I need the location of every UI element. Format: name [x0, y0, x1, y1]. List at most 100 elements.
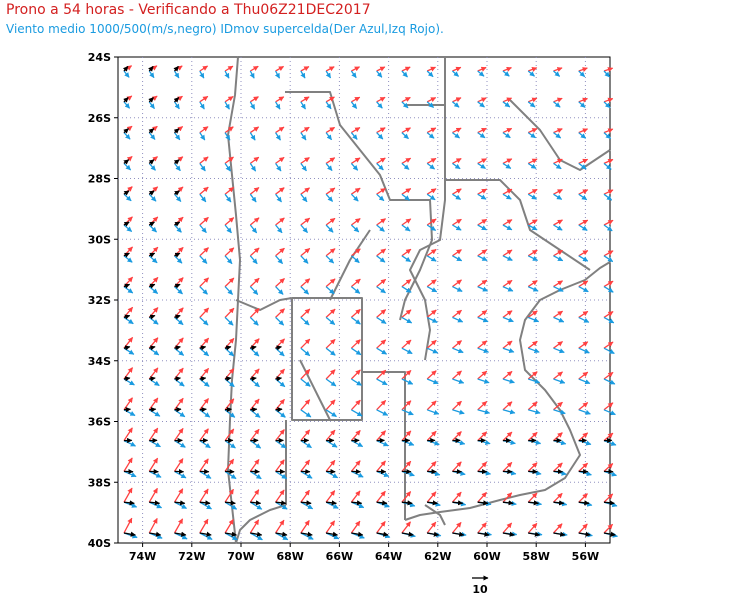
left-mover-vector: [552, 523, 563, 534]
right-mover-vector: [249, 501, 263, 510]
lat-tick-label: 38S: [88, 476, 111, 489]
right-mover-vector: [376, 409, 389, 416]
right-mover-vector: [452, 224, 462, 231]
right-mover-vector: [249, 163, 257, 172]
reference-vector: 10: [472, 575, 489, 596]
left-mover-vector: [401, 521, 412, 534]
right-mover-vector: [148, 132, 156, 140]
left-mover-vector: [452, 188, 462, 195]
right-mover-vector: [275, 101, 281, 110]
mean-wind-vector: [173, 97, 180, 103]
right-mover-vector: [351, 347, 362, 356]
left-mover-vector: [603, 67, 614, 73]
right-mover-vector: [553, 70, 561, 77]
mean-wind-vector: [123, 283, 131, 289]
left-mover-vector: [300, 489, 310, 503]
right-mover-vector: [426, 347, 439, 354]
right-mover-vector: [502, 162, 512, 169]
right-mover-vector: [376, 162, 384, 171]
left-mover-vector: [376, 248, 387, 257]
left-mover-vector: [578, 310, 589, 318]
right-mover-vector: [199, 70, 205, 79]
right-mover-vector: [603, 224, 613, 232]
left-mover-vector: [300, 338, 311, 349]
right-mover-vector: [376, 70, 383, 78]
right-mover-vector: [325, 347, 336, 356]
mean-wind-vector: [149, 500, 161, 506]
left-mover-vector: [249, 247, 260, 257]
right-mover-vector: [527, 316, 540, 323]
mean-wind-vector: [250, 531, 263, 537]
right-mover-vector: [578, 378, 591, 385]
left-mover-vector: [527, 249, 538, 257]
right-mover-vector: [350, 286, 361, 294]
right-mover-vector: [426, 286, 438, 293]
right-mover-vector: [249, 70, 255, 79]
left-mover-vector: [477, 340, 488, 349]
left-mover-vector: [376, 369, 387, 380]
wind-vectors: [122, 65, 618, 541]
mean-wind-vector: [174, 500, 186, 506]
left-mover-vector: [553, 128, 563, 134]
right-mover-vector: [527, 347, 540, 354]
mean-wind-vector: [275, 345, 282, 351]
right-mover-vector: [603, 316, 615, 324]
left-mover-vector: [351, 126, 361, 134]
left-mover-vector: [426, 279, 437, 288]
right-mover-vector: [350, 316, 361, 325]
right-mover-vector: [275, 224, 283, 234]
right-mover-vector: [300, 286, 310, 295]
left-mover-vector: [578, 402, 589, 411]
mean-wind-vector: [250, 407, 258, 413]
right-mover-vector: [300, 378, 311, 387]
right-mover-vector: [275, 286, 284, 295]
mean-wind-vector: [149, 531, 162, 537]
left-mover-vector: [527, 219, 538, 226]
left-mover-vector: [300, 247, 311, 257]
left-mover-vector: [477, 127, 487, 134]
left-mover-vector: [224, 156, 234, 164]
right-mover-vector: [174, 440, 186, 448]
left-mover-vector: [199, 398, 210, 411]
right-mover-vector: [452, 286, 463, 292]
left-mover-vector: [224, 458, 235, 472]
right-mover-vector: [350, 224, 360, 233]
left-mover-vector: [300, 308, 311, 318]
mean-wind-vector: [174, 531, 187, 537]
left-mover-vector: [249, 519, 260, 534]
left-mover-vector: [502, 310, 513, 318]
right-mover-vector: [426, 70, 434, 78]
mean-wind-vector: [224, 407, 233, 413]
left-mover-vector: [325, 459, 336, 472]
lon-tick-label: 66W: [326, 550, 353, 563]
right-mover-vector: [300, 101, 306, 110]
right-mover-vector: [401, 162, 410, 170]
left-mover-vector: [477, 461, 488, 472]
mean-wind-vector: [123, 345, 131, 351]
left-mover-vector: [249, 489, 260, 503]
right-mover-vector: [300, 440, 312, 449]
left-mover-vector: [603, 219, 614, 226]
left-mover-vector: [325, 490, 336, 503]
left-mover-vector: [224, 65, 234, 72]
left-mover-vector: [325, 308, 336, 318]
left-mover-vector: [426, 521, 437, 534]
right-mover-vector: [300, 470, 313, 479]
left-mover-vector: [376, 460, 386, 472]
left-mover-vector: [502, 66, 512, 72]
left-mover-vector: [553, 371, 563, 380]
right-mover-vector: [502, 132, 511, 139]
left-mover-vector: [249, 156, 260, 164]
left-mover-vector: [553, 492, 563, 503]
left-mover-vector: [527, 310, 538, 318]
mean-wind-vector: [123, 97, 129, 103]
left-mover-vector: [527, 340, 538, 349]
right-mover-vector: [224, 532, 238, 541]
mean-wind-vector: [578, 500, 590, 506]
left-mover-vector: [426, 66, 436, 72]
right-mover-vector: [325, 70, 332, 79]
left-mover-vector: [451, 370, 462, 380]
mean-wind-vector: [149, 345, 156, 351]
left-mover-vector: [249, 308, 260, 318]
left-mover-vector: [123, 517, 133, 534]
